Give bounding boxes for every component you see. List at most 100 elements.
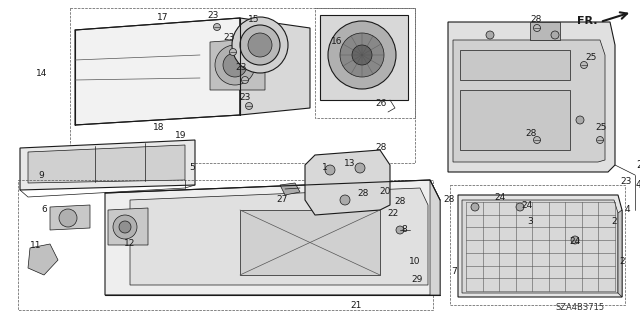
Text: 11: 11 (30, 241, 42, 250)
Circle shape (352, 45, 372, 65)
Text: 24: 24 (494, 192, 506, 202)
Text: 24: 24 (570, 236, 580, 246)
Text: 28: 28 (444, 196, 454, 204)
Text: 29: 29 (412, 276, 422, 285)
Polygon shape (458, 195, 622, 297)
Text: 20: 20 (380, 188, 390, 197)
Text: 15: 15 (248, 16, 260, 25)
Circle shape (571, 236, 579, 244)
Polygon shape (530, 22, 560, 40)
Text: 14: 14 (36, 70, 48, 78)
Bar (315, 8, 415, 118)
Circle shape (471, 203, 479, 211)
Text: 2: 2 (611, 218, 617, 226)
Circle shape (119, 221, 131, 233)
Text: 26: 26 (375, 99, 387, 108)
Circle shape (59, 209, 77, 227)
Polygon shape (448, 22, 615, 172)
Circle shape (230, 48, 237, 56)
Text: 21: 21 (350, 300, 362, 309)
Text: 23: 23 (620, 177, 632, 187)
Polygon shape (453, 40, 605, 162)
Text: 19: 19 (175, 131, 187, 140)
Text: 23: 23 (236, 63, 246, 72)
Polygon shape (280, 183, 300, 195)
Circle shape (214, 24, 221, 31)
Circle shape (596, 137, 604, 144)
Text: 23: 23 (636, 160, 640, 170)
Text: 12: 12 (124, 240, 136, 249)
Circle shape (241, 77, 248, 84)
Circle shape (340, 195, 350, 205)
Bar (18, 180, 433, 310)
Circle shape (580, 62, 588, 69)
Polygon shape (50, 205, 90, 230)
Text: 27: 27 (276, 196, 288, 204)
Polygon shape (305, 150, 390, 215)
Text: 25: 25 (586, 53, 596, 62)
Circle shape (246, 102, 253, 109)
Polygon shape (210, 38, 265, 90)
Text: 8: 8 (401, 226, 407, 234)
Text: 10: 10 (409, 257, 420, 266)
Text: 6: 6 (41, 204, 47, 213)
Circle shape (576, 116, 584, 124)
Bar (70, 8, 415, 163)
Circle shape (113, 215, 137, 239)
Circle shape (328, 21, 396, 89)
Circle shape (223, 53, 247, 77)
Polygon shape (75, 18, 240, 125)
Circle shape (516, 203, 524, 211)
Text: 25: 25 (595, 123, 607, 132)
Circle shape (486, 31, 494, 39)
Text: 4: 4 (636, 180, 640, 190)
Polygon shape (320, 15, 408, 100)
Text: 28: 28 (525, 129, 537, 137)
Polygon shape (460, 50, 570, 80)
Circle shape (232, 17, 288, 73)
Text: 13: 13 (344, 159, 356, 167)
Polygon shape (20, 140, 195, 190)
Text: 18: 18 (153, 122, 164, 131)
Text: SZA4B3715: SZA4B3715 (556, 303, 605, 312)
Text: 5: 5 (189, 162, 195, 172)
Polygon shape (462, 200, 618, 293)
Text: 22: 22 (387, 209, 399, 218)
Text: 28: 28 (531, 16, 541, 25)
Circle shape (340, 33, 384, 77)
Text: FR.: FR. (577, 16, 598, 26)
Text: 3: 3 (527, 218, 533, 226)
Polygon shape (430, 180, 440, 295)
Polygon shape (105, 180, 440, 295)
Text: 4: 4 (624, 205, 630, 214)
Text: 17: 17 (157, 12, 169, 21)
Polygon shape (130, 188, 428, 285)
Circle shape (355, 163, 365, 173)
Text: 24: 24 (522, 201, 532, 210)
Text: 16: 16 (332, 38, 343, 47)
Polygon shape (28, 145, 185, 183)
Polygon shape (460, 90, 570, 150)
Text: 28: 28 (375, 144, 387, 152)
Circle shape (240, 25, 280, 65)
Text: 7: 7 (451, 268, 457, 277)
Text: 28: 28 (357, 189, 369, 198)
Text: 2: 2 (619, 257, 625, 266)
Circle shape (325, 165, 335, 175)
Text: 28: 28 (394, 197, 406, 206)
Circle shape (551, 31, 559, 39)
Polygon shape (240, 210, 380, 275)
Circle shape (248, 33, 272, 57)
Text: 23: 23 (239, 93, 251, 101)
Bar (450, 185, 625, 305)
Text: 23: 23 (207, 11, 219, 20)
Text: 23: 23 (223, 33, 235, 42)
Polygon shape (240, 18, 310, 115)
Text: 1: 1 (322, 164, 328, 173)
Circle shape (534, 25, 541, 32)
Circle shape (396, 226, 404, 234)
Polygon shape (108, 208, 148, 245)
Polygon shape (618, 210, 622, 297)
Circle shape (534, 137, 541, 144)
Circle shape (215, 45, 255, 85)
